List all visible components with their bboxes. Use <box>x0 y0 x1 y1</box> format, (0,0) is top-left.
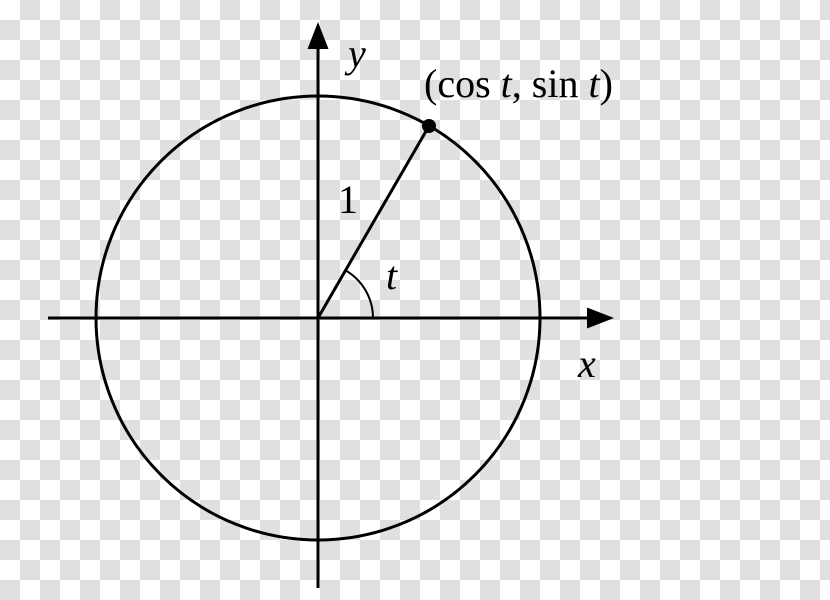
point-label: (cos t, sin t) <box>424 60 613 107</box>
point-label-t2: t <box>588 61 599 106</box>
radius-label: 1 <box>338 176 358 223</box>
point-label-t1: t <box>501 61 512 106</box>
angle-arc <box>346 270 374 318</box>
angle-label: t <box>386 252 397 299</box>
point-dot <box>422 119 436 133</box>
x-axis-label: x <box>578 340 596 387</box>
y-axis-label: y <box>348 30 366 77</box>
unit-circle-diagram <box>0 0 830 600</box>
radius-line <box>318 126 429 318</box>
